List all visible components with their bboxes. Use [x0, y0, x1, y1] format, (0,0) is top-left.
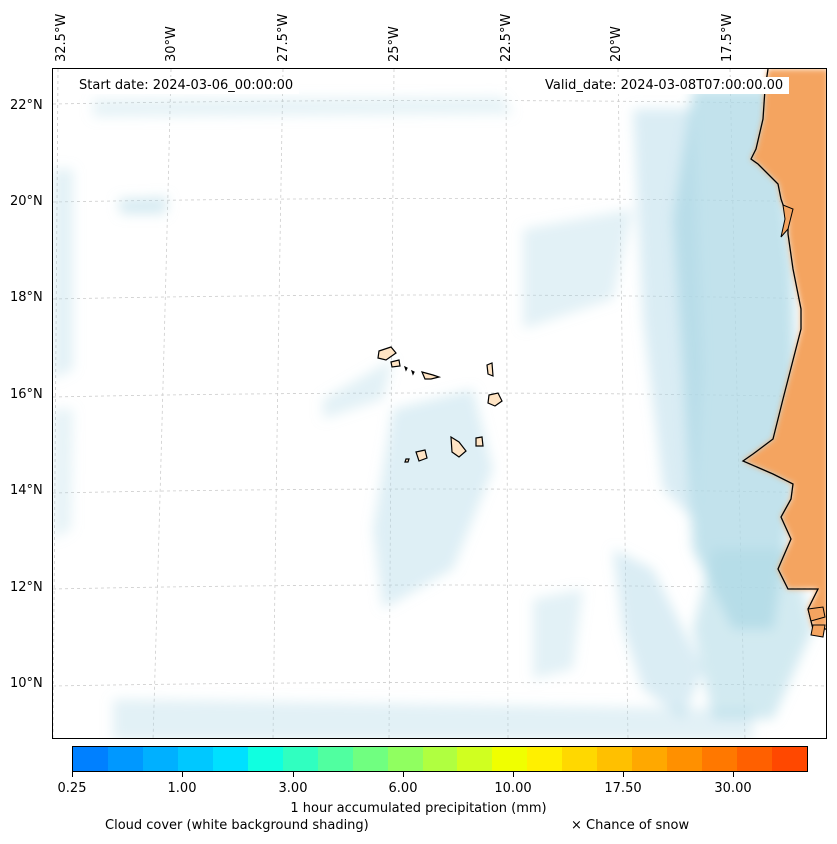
lon-label-22-5w: 22.5°W [499, 13, 514, 62]
tick-mark [72, 772, 73, 777]
lat-label-16n: 16°N [10, 387, 43, 402]
colorbar-swatch [177, 747, 213, 771]
precip-shading [53, 89, 813, 738]
colorbar-tick-label: 1.00 [167, 781, 197, 796]
colorbar-tick-label: 6.00 [388, 781, 418, 796]
lon-label-17-5w: 17.5°W [720, 13, 735, 62]
colorbar-swatch [73, 747, 108, 771]
lat-label-10n: 10°N [10, 676, 43, 691]
precip-colorbar [72, 746, 808, 772]
colorbar-title: 1 hour accumulated precipitation (mm) [290, 801, 547, 816]
tick-mark [293, 772, 294, 777]
lon-label-32-5w: 32.5°W [54, 13, 69, 62]
snow-legend: × Chance of snow [571, 818, 690, 833]
tick-mark [513, 772, 514, 777]
lat-label-18n: 18°N [10, 290, 43, 305]
colorbar-tick-label: 30.00 [714, 781, 752, 796]
colorbar-swatch [142, 747, 178, 771]
colorbar-swatch [107, 747, 143, 771]
lon-label-27-5w: 27.5°W [276, 13, 291, 62]
colorbar-swatch [667, 747, 703, 771]
cape-verde-islands [377, 346, 503, 463]
lat-label-22n: 22°N [10, 98, 43, 113]
colorbar-swatch [632, 747, 668, 771]
lon-label-25w: 25°W [387, 26, 402, 62]
colorbar-swatch [597, 747, 633, 771]
map-canvas [53, 69, 826, 738]
colorbar-swatch [527, 747, 563, 771]
colorbar-tick-label: 10.00 [494, 781, 532, 796]
map-panel [52, 68, 827, 739]
colorbar-swatch [247, 747, 283, 771]
colorbar-swatch [772, 747, 808, 771]
colorbar-swatch [387, 747, 423, 771]
valid-date-label: Valid_date: 2024-03-08T07:00:00.00 [539, 77, 790, 94]
tick-mark [182, 772, 183, 777]
colorbar-swatch [352, 747, 388, 771]
colorbar-swatch [457, 747, 493, 771]
colorbar-swatch [212, 747, 248, 771]
tick-mark [403, 772, 404, 777]
colorbar-swatch [702, 747, 738, 771]
colorbar-tick-label: 0.25 [57, 781, 87, 796]
colorbar-swatch [737, 747, 773, 771]
lat-label-12n: 12°N [10, 580, 43, 595]
africa-coast [741, 69, 826, 638]
colorbar-swatch [422, 747, 458, 771]
lat-label-20n: 20°N [10, 194, 43, 209]
start-date-label: Start date: 2024-03-06_00:00:00 [73, 77, 300, 94]
colorbar-swatch [317, 747, 353, 771]
lat-label-14n: 14°N [10, 483, 43, 498]
tick-mark [623, 772, 624, 777]
cloud-cover-legend: Cloud cover (white background shading) [105, 818, 369, 833]
colorbar-swatch [492, 747, 528, 771]
colorbar-swatch [562, 747, 598, 771]
lon-label-30w: 30°W [164, 26, 179, 62]
colorbar-tick-label: 3.00 [278, 781, 308, 796]
colorbar-swatch [282, 747, 318, 771]
tick-mark [733, 772, 734, 777]
colorbar-tick-label: 17.50 [604, 781, 642, 796]
lon-label-20w: 20°W [609, 26, 624, 62]
